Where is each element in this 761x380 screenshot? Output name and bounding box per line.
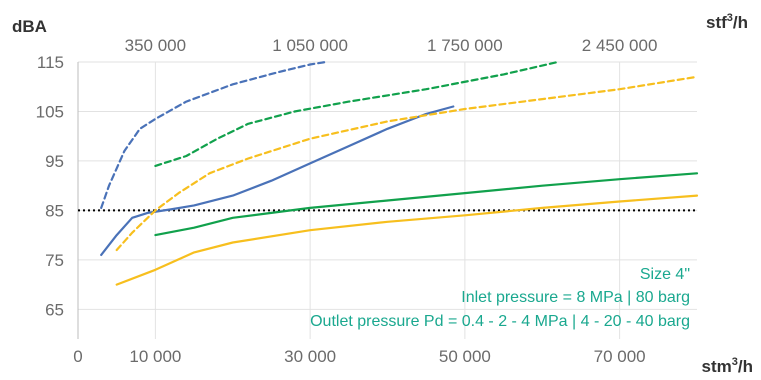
top-axis-unit-superscript: 3 bbox=[727, 12, 733, 24]
x-tick-label: 10 000 bbox=[129, 347, 181, 366]
x-tick-label: 50 000 bbox=[439, 347, 491, 366]
x-tick-labels: 0 10 000 30 000 50 000 70 000 bbox=[73, 347, 645, 366]
annotation-inlet-pressure: Inlet pressure = 8 MPa | 80 barg bbox=[461, 289, 690, 306]
annotation-outlet-pressure: Outlet pressure Pd = 0.4 - 2 - 4 MPa | 4… bbox=[310, 313, 690, 330]
x-tick-label: 0 bbox=[73, 347, 82, 366]
y-tick-label: 115 bbox=[37, 53, 64, 72]
top-tick-label: 350 000 bbox=[125, 36, 186, 55]
series-line-5 bbox=[115, 75, 699, 252]
x-tick-label: 70 000 bbox=[594, 347, 646, 366]
y-tick-labels: 115 105 95 85 75 65 bbox=[36, 53, 64, 319]
y-tick-label: 75 bbox=[45, 251, 64, 270]
y-tick-label: 105 bbox=[36, 102, 64, 121]
top-tick-labels: 350 000 1 050 000 1 750 000 2 450 000 bbox=[125, 36, 658, 55]
bottom-axis-unit-tail: /h bbox=[738, 357, 753, 376]
bottom-axis-unit-label: stm3/h bbox=[702, 356, 753, 376]
grid bbox=[77, 61, 697, 339]
series-line-2 bbox=[100, 105, 455, 256]
series-line-3 bbox=[154, 60, 559, 167]
top-tick-label: 2 450 000 bbox=[582, 36, 658, 55]
annotation-size: Size 4" bbox=[640, 266, 690, 283]
series-line-6 bbox=[115, 194, 699, 286]
top-axis-unit-base: stf bbox=[706, 13, 727, 32]
y-tick-label: 85 bbox=[45, 201, 64, 220]
top-axis-unit-label: stf3/h bbox=[706, 12, 748, 32]
y-axis-unit-label: dBA bbox=[12, 17, 47, 36]
series-group bbox=[100, 60, 699, 286]
y-tick-label: 65 bbox=[45, 300, 64, 319]
top-axis-unit-tail: /h bbox=[733, 13, 748, 32]
bottom-axis-unit-superscript: 3 bbox=[732, 356, 738, 368]
bottom-axis-unit-base: stm bbox=[702, 357, 732, 376]
x-tick-label: 30 000 bbox=[284, 347, 336, 366]
series-line-1 bbox=[100, 60, 327, 209]
series-line-4 bbox=[154, 172, 699, 237]
y-tick-label: 95 bbox=[45, 152, 64, 171]
top-tick-label: 1 050 000 bbox=[272, 36, 348, 55]
top-tick-label: 1 750 000 bbox=[427, 36, 503, 55]
